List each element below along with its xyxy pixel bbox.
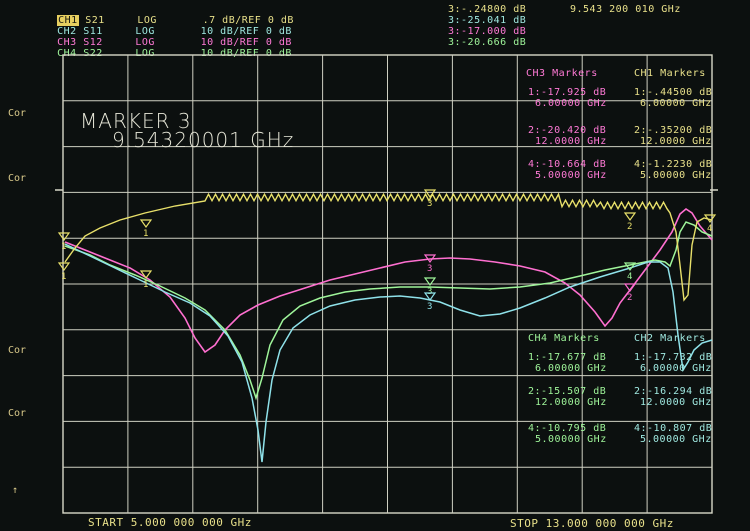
ch4-marker-2-value: 2:-15.507 dB (528, 386, 606, 397)
ch3-marker-2-freq: 12.0000 GHz (535, 136, 607, 147)
marker-flag-icon (141, 220, 151, 227)
marker-flag-label: 4 (707, 224, 712, 234)
marker-flag-label: 1 (61, 272, 66, 282)
ch2-marker-2-value: 2:-16.294 dB (634, 386, 712, 397)
ch2-markers-title: CH2 Markers (634, 333, 706, 344)
ch2-marker-4-freq: 5.00000 GHz (640, 434, 712, 445)
ch4-marker-4-freq: 5.00000 GHz (535, 434, 607, 445)
marker-flag-icon (625, 213, 635, 220)
marker-flag-label: 3 (427, 302, 432, 312)
ch1-marker-2-freq: 12.0000 GHz (640, 136, 712, 147)
marker-flag-label: 2 (627, 222, 632, 232)
ch1-marker-4-value: 4:-1.2230 dB (634, 159, 712, 170)
ch1-marker-1-value: 1:-.44500 dB (634, 87, 712, 98)
ch3-marker-4-value: 4:-10.664 dB (528, 159, 606, 170)
marker-flag-label: 1 (143, 229, 148, 239)
marker-flag-label: 3 (427, 264, 432, 274)
marker-flag-icon (59, 263, 69, 270)
ch2-marker-1-freq: 6.00000 GHz (640, 363, 712, 374)
ch3-marker-4-freq: 5.00000 GHz (535, 170, 607, 181)
marker-flag-label: 1 (61, 242, 66, 252)
start-frequency: START 5.000 000 000 GHz (88, 517, 252, 528)
ch2-marker-1-value: 1:-17.732 dB (634, 352, 712, 363)
ch2-marker-2-freq: 12.0000 GHz (640, 397, 712, 408)
ch2-marker-4-value: 4:-10.807 dB (634, 423, 712, 434)
ch3-markers-title: CH3 Markers (526, 68, 598, 79)
ch4-marker-1-value: 1:-17.677 dB (528, 352, 606, 363)
ch1-marker-4-freq: 5.00000 GHz (640, 170, 712, 181)
marker-flag-label: 4 (627, 272, 632, 282)
trace-ch3-s12 (65, 209, 712, 352)
marker-flag-label: 3 (427, 199, 432, 209)
trace-ch2-s11 (65, 244, 712, 462)
marker-flag-icon (59, 233, 69, 240)
marker-flag-label: 2 (627, 293, 632, 303)
trace-ch4-s22 (65, 222, 712, 398)
marker-frequency-large: 9.54320001 GHz (112, 128, 294, 152)
marker-flag-label: 3 (427, 287, 432, 297)
ch3-marker-1-freq: 6.00000 GHz (535, 98, 607, 109)
ch4-marker-1-freq: 6.00000 GHz (535, 363, 607, 374)
ch1-marker-1-freq: 6.00000 GHz (640, 98, 712, 109)
ch3-marker-1-value: 1:-17.925 dB (528, 87, 606, 98)
ch1-markers-title: CH1 Markers (634, 68, 706, 79)
ch4-markers-title: CH4 Markers (528, 333, 600, 344)
ch3-marker-2-value: 2:-20.420 dB (528, 125, 606, 136)
stop-frequency: STOP 13.000 000 000 GHz (510, 518, 674, 529)
ch4-marker-4-value: 4:-10.795 dB (528, 423, 606, 434)
marker-flag-label: 1 (143, 280, 148, 290)
ch1-marker-2-value: 2:-.35200 dB (634, 125, 712, 136)
ch4-marker-2-freq: 12.0000 GHz (535, 397, 607, 408)
